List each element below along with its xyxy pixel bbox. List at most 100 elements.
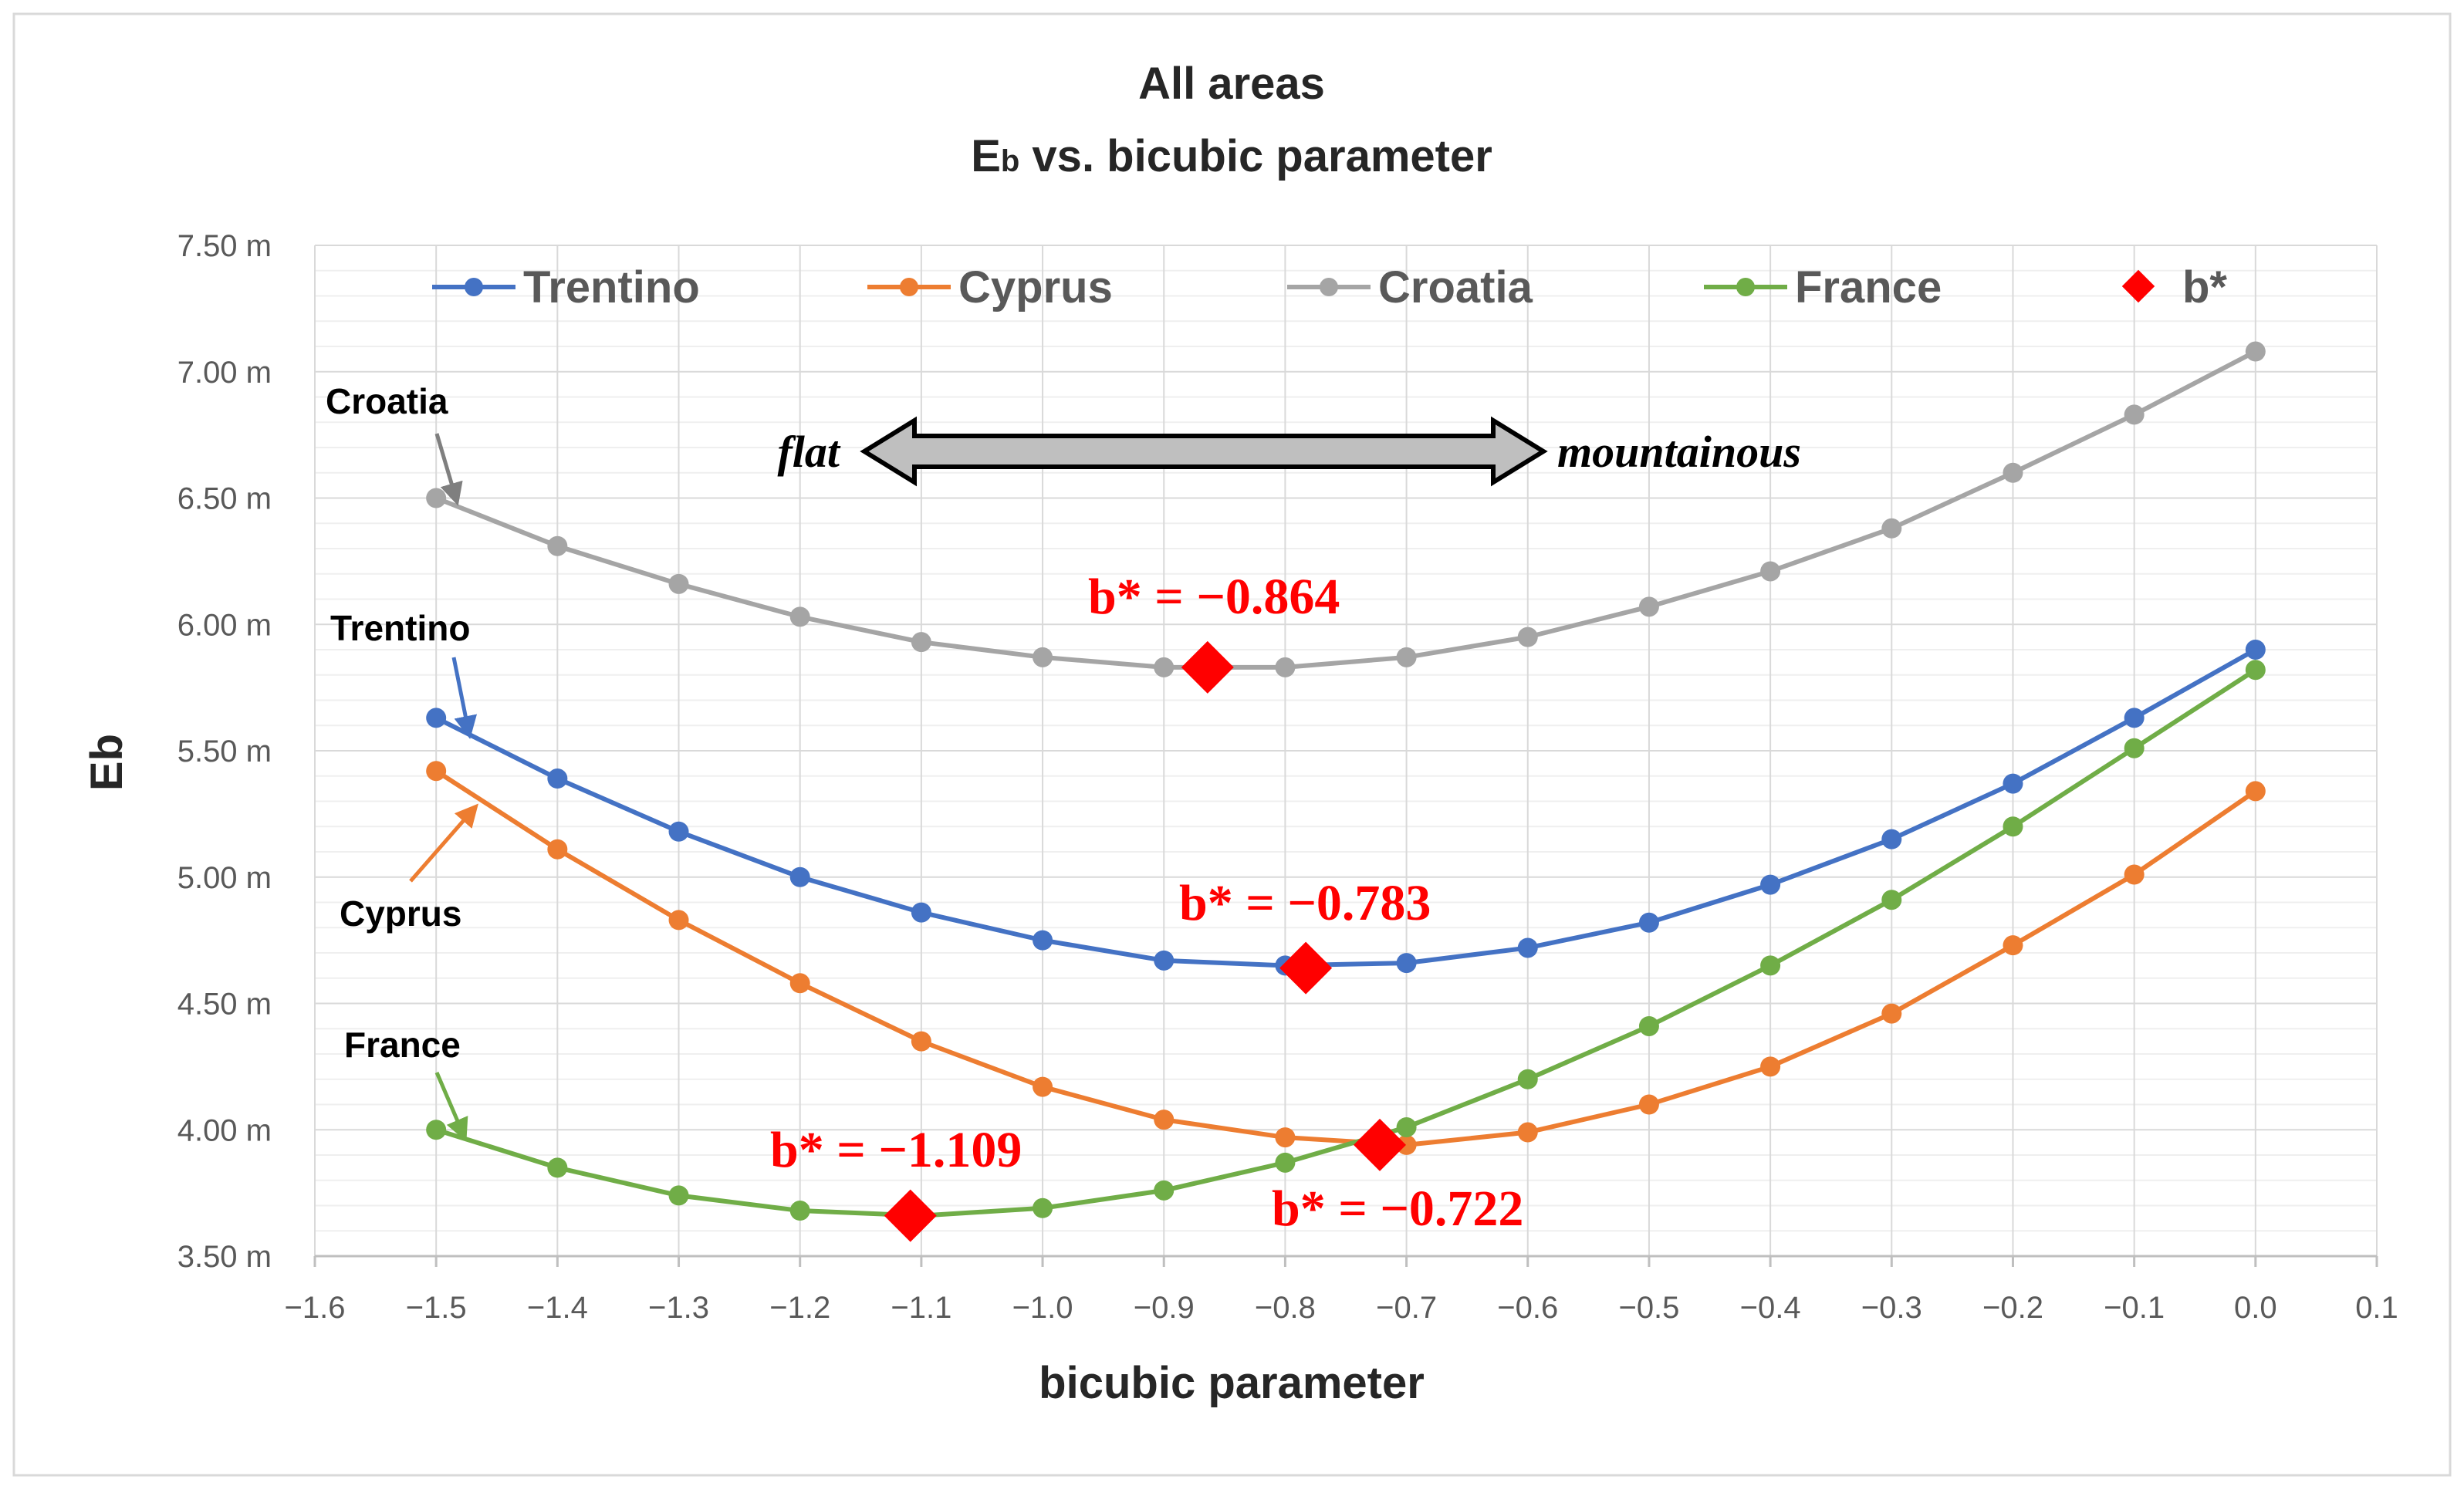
x-tick-label: −1.1 [891,1291,951,1325]
optimum-label-croatia: b* = −0.864 [1088,569,1340,625]
optimum-marker [1279,941,1333,995]
legend-trentino-label: Trentino [523,262,700,312]
data-point-cyprus [1033,1076,1053,1097]
data-point-france [1033,1197,1053,1218]
double-arrow-icon [860,416,1548,487]
data-point-croatia [1881,518,1902,539]
x-tick-label: −0.1 [2104,1291,2165,1325]
x-tick-label: −1.3 [648,1291,709,1325]
legend-optima-label: b* [2182,262,2227,312]
data-point-trentino [2245,640,2266,660]
data-point-cyprus [1638,1094,1659,1115]
flat-label: flat [777,427,840,477]
x-tick-label: −0.6 [1497,1291,1558,1325]
y-axis-title: Eb [82,734,132,791]
data-point-cyprus [547,839,568,860]
callout-trentino-label: Trentino [330,608,470,648]
data-point-cyprus [911,1031,931,1052]
data-point-cyprus [1154,1110,1175,1130]
data-point-trentino [1638,912,1659,933]
data-point-cyprus [1760,1056,1781,1077]
data-point-cyprus [1275,1127,1296,1148]
y-tick-label: 4.00 m [177,1113,272,1147]
data-point-france [1760,955,1781,976]
data-point-croatia [2124,404,2145,425]
data-point-france [668,1185,689,1206]
data-point-croatia [911,632,931,653]
chart-frame [12,12,2452,1477]
x-tick-label: 0.1 [2355,1291,2398,1325]
optima-labels: b* = −0.864 b* = −0.783 b* = −0.722 b* =… [770,569,1523,1237]
data-point-croatia [1760,561,1781,582]
data-point-france [1517,1069,1538,1089]
data-point-cyprus [2124,864,2145,885]
data-point-trentino [668,821,689,842]
x-tick-label: −1.5 [406,1291,467,1325]
data-point-france [2124,738,2145,758]
data-point-croatia [1154,657,1175,677]
chart-subtitle: Eb vs. bicubic parameter [971,131,1492,181]
callout-croatia-arrow [434,433,463,506]
callout-croatia-label: Croatia [326,381,448,421]
data-point-croatia [1517,627,1538,647]
series-line-cyprus [434,768,2257,1147]
data-point-croatia [1638,596,1659,617]
optimum-label-trentino: b* = −0.783 [1179,875,1431,931]
data-point-trentino [1517,937,1538,958]
x-tick-label: −0.5 [1618,1291,1679,1325]
data-point-croatia [1033,647,1053,667]
data-point-croatia [547,535,568,556]
chart-title: All areas [1138,59,1325,109]
data-point-croatia [789,606,810,627]
data-point-cyprus [1396,1134,1417,1155]
y-tick-label: 4.50 m [177,988,272,1022]
x-tick-label: −1.4 [527,1291,588,1325]
flat-mountainous-annotation: flat mountainous [777,416,1801,487]
legend-croatia-marker [1320,278,1338,296]
series-callouts: Croatia Trentino Cyprus France [326,381,478,1142]
y-tick-label: 7.00 m [177,356,272,390]
data-point-croatia [1396,647,1417,667]
callout-cyprus-arrow [409,803,478,883]
data-point-trentino [1154,950,1175,971]
series-line-france [435,667,2257,1218]
data-point-trentino [426,708,447,728]
data-point-france [426,1120,447,1140]
x-tick-label: −1.0 [1012,1291,1073,1325]
data-point-trentino [2124,708,2145,728]
data-point-cyprus [668,910,689,931]
chart-subtitle-rest: vs. bicubic parameter [1019,131,1492,181]
series-line-croatia [435,349,2257,670]
data-point-france [1881,890,1902,910]
x-tick-label: −0.2 [1982,1291,2043,1325]
data-point-croatia [668,573,689,594]
optimum-marker [1354,1118,1407,1171]
y-tick-label: 7.50 m [177,229,272,263]
data-point-france [2003,816,2023,837]
data-point-croatia [2003,462,2023,483]
data-point-trentino [1033,930,1053,951]
y-tick-label: 5.50 m [177,735,272,768]
x-tick-label: −1.6 [285,1291,346,1325]
data-point-trentino [2003,773,2023,794]
data-point-france [789,1201,810,1221]
data-point-france [1275,1152,1296,1173]
legend-trentino-marker [465,278,483,296]
optimum-label-france: b* = −1.109 [770,1122,1022,1178]
callout-france-label: France [344,1025,461,1065]
data-point-trentino [1760,874,1781,895]
optimum-marker [1181,640,1234,694]
chart-subtitle-sub: b [1001,144,1019,178]
data-point-trentino [1881,829,1902,850]
x-tick-label: −0.3 [1861,1291,1922,1325]
y-tick-label: 3.50 m [177,1240,272,1274]
grid-layer [314,245,2378,1257]
legend-cyprus-marker [900,278,918,296]
data-point-cyprus [1881,1003,1902,1024]
axis-layer: 3.50 m 4.00 m 4.50 m 5.00 m 5.50 m 6.00 m 6.50… [177,229,2398,1325]
data-point-trentino [1396,953,1417,974]
x-tick-label: −0.4 [1740,1291,1801,1325]
data-point-croatia [426,488,447,508]
